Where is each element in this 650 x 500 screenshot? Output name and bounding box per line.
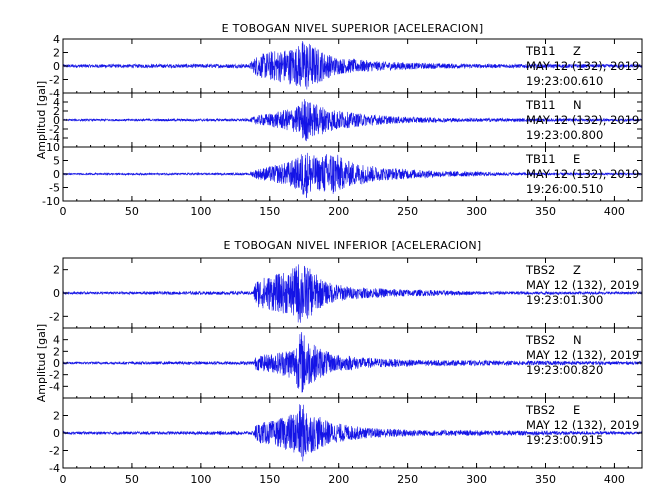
y-tick-label: 4 <box>53 334 60 347</box>
y-tick-label: 0 <box>53 357 60 370</box>
y-tick-label: 2 <box>53 345 60 358</box>
y-tick-label: 10 <box>46 141 60 154</box>
y-tick-label: 2 <box>53 105 60 118</box>
x-tick-label: 100 <box>190 205 211 218</box>
waveform-line <box>62 332 643 393</box>
record-date: MAY 12 (132), 2019 <box>526 348 639 362</box>
upper-panel: E TOBOGAN NIVEL SUPERIOR [ACELERACION] Am… <box>35 22 643 218</box>
record-time: 19:23:01.300 <box>526 293 603 307</box>
waveform-line <box>62 99 643 142</box>
x-tick-label: 350 <box>535 205 556 218</box>
x-tick-label: 0 <box>60 205 67 218</box>
x-tick-label: 300 <box>466 205 487 218</box>
x-tick-label: 400 <box>604 473 625 486</box>
y-tick-label: -2 <box>49 310 60 323</box>
record-date: MAY 12 (132), 2019 <box>526 278 639 292</box>
station-code: TB11 <box>525 44 556 58</box>
component-code: Z <box>573 263 581 277</box>
y-tick-label: -2 <box>49 74 60 87</box>
x-tick-label: 250 <box>397 205 418 218</box>
record-date: MAY 12 (132), 2019 <box>526 113 639 127</box>
y-tick-label: -4 <box>49 462 60 475</box>
waveform-line <box>62 264 643 323</box>
station-code: TBS2 <box>525 403 555 417</box>
station-code: TB11 <box>525 152 556 166</box>
y-tick-label: 2 <box>53 410 60 423</box>
record-time: 19:23:00.800 <box>526 128 603 142</box>
y-axis-label: Amplitud [gal] <box>35 81 48 159</box>
y-tick-label: -4 <box>49 87 60 100</box>
component-code: E <box>573 152 580 166</box>
y-tick-label: 2 <box>53 47 60 60</box>
station-code: TBS2 <box>525 333 555 347</box>
x-tick-label: 300 <box>466 473 487 486</box>
station-code: TB11 <box>525 98 556 112</box>
y-tick-label: 0 <box>53 60 60 73</box>
y-tick-label: 0 <box>53 114 60 127</box>
y-tick-label: 4 <box>53 96 60 109</box>
x-tick-label: 400 <box>604 205 625 218</box>
y-tick-label: 5 <box>53 155 60 168</box>
lower-panel: E TOBOGAN NIVEL INFERIOR [ACELERACION] Am… <box>35 239 643 486</box>
waveform-line <box>62 41 643 90</box>
y-tick-label: -2 <box>49 123 60 136</box>
waveform-line <box>62 152 643 198</box>
record-time: 19:26:00.510 <box>526 182 603 196</box>
x-tick-label: 150 <box>259 473 280 486</box>
y-tick-label: 0 <box>53 427 60 440</box>
x-tick-label: 250 <box>397 473 418 486</box>
y-tick-label: -4 <box>49 380 60 393</box>
x-tick-label: 200 <box>328 205 349 218</box>
y-axis-label: Amplitud [gal] <box>35 324 48 402</box>
station-code: TBS2 <box>525 263 555 277</box>
component-code: N <box>573 98 582 112</box>
record-time: 19:23:00.820 <box>526 363 603 377</box>
x-tick-label: 50 <box>125 473 139 486</box>
x-tick-label: 200 <box>328 473 349 486</box>
component-code: E <box>573 403 580 417</box>
x-tick-label: 100 <box>190 473 211 486</box>
chart-title: E TOBOGAN NIVEL SUPERIOR [ACELERACION] <box>222 22 484 35</box>
x-tick-label: 50 <box>125 205 139 218</box>
y-tick-label: -10 <box>42 195 60 208</box>
record-time: 19:23:00.915 <box>526 433 603 447</box>
record-date: MAY 12 (132), 2019 <box>526 59 639 73</box>
record-date: MAY 12 (132), 2019 <box>526 167 639 181</box>
waveform-line <box>62 404 643 462</box>
y-tick-label: 0 <box>53 168 60 181</box>
x-tick-label: 0 <box>60 473 67 486</box>
y-tick-label: 2 <box>53 264 60 277</box>
x-tick-label: 150 <box>259 205 280 218</box>
component-code: N <box>573 333 582 347</box>
y-tick-label: -2 <box>49 369 60 382</box>
component-code: Z <box>573 44 581 58</box>
y-tick-label: -2 <box>49 445 60 458</box>
y-tick-label: 4 <box>53 33 60 46</box>
chart-title: E TOBOGAN NIVEL INFERIOR [ACELERACION] <box>224 239 482 252</box>
y-tick-label: -5 <box>49 182 60 195</box>
y-tick-label: 0 <box>53 287 60 300</box>
record-time: 19:23:00.610 <box>526 74 603 88</box>
record-date: MAY 12 (132), 2019 <box>526 418 639 432</box>
x-tick-label: 350 <box>535 473 556 486</box>
y-tick-label: -4 <box>49 132 60 145</box>
